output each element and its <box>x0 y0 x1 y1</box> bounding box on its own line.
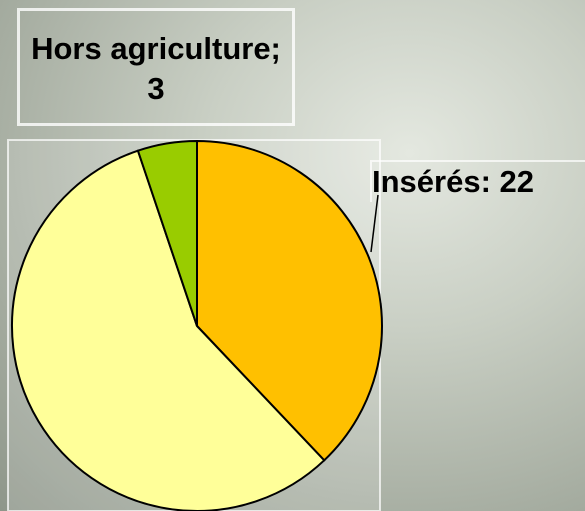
data-label: Hors agriculture; 3 <box>17 8 295 126</box>
data-label: Insérés: 22 <box>370 160 585 202</box>
chart: Hors agriculture; 3 Insérés: 22 <box>0 0 585 511</box>
